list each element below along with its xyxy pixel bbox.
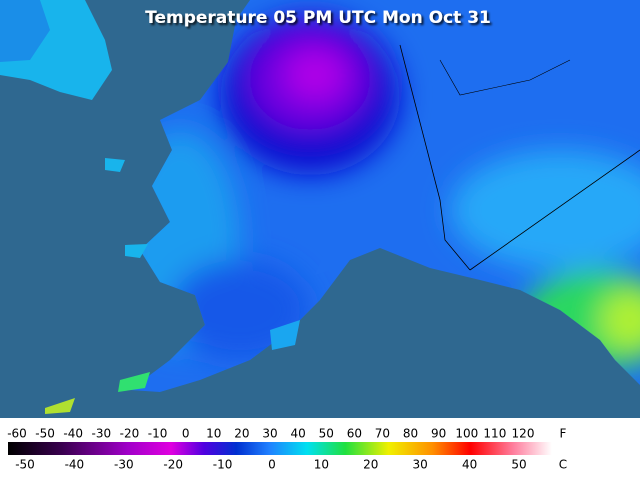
fahrenheit-label: 20 — [234, 427, 249, 441]
kodiak-area — [315, 240, 345, 275]
border — [439, 59, 571, 96]
aleutian-island — [45, 398, 75, 414]
fahrenheit-label: 120 — [512, 427, 535, 441]
fahrenheit-label: 90 — [431, 427, 446, 441]
celsius-label: 50 — [511, 458, 526, 472]
arctic-island — [555, 50, 600, 90]
color-scale — [8, 442, 552, 455]
island — [270, 320, 300, 350]
fahrenheit-label: -40 — [63, 427, 83, 441]
border — [399, 44, 471, 271]
fahrenheit-unit: F — [560, 427, 567, 441]
celsius-label: -50 — [15, 458, 35, 472]
celsius-label: 40 — [462, 458, 477, 472]
celsius-label: 0 — [268, 458, 276, 472]
fahrenheit-label: 110 — [483, 427, 506, 441]
fahrenheit-label: 60 — [347, 427, 362, 441]
fahrenheit-label: -50 — [35, 427, 55, 441]
celsius-label: 10 — [314, 458, 329, 472]
celsius-label: -10 — [213, 458, 233, 472]
fahrenheit-label: -30 — [92, 427, 112, 441]
celsius-label: -40 — [65, 458, 85, 472]
russia-land-cold — [0, 0, 50, 62]
fahrenheit-label: -20 — [120, 427, 140, 441]
island — [105, 158, 125, 172]
fahrenheit-label: 50 — [319, 427, 334, 441]
legend-labels: -60 -50 -40 -30 -20 -10 0 10 20 30 40 50 60 70 80 90 100… — [7, 427, 534, 472]
border — [469, 149, 640, 271]
fahrenheit-label: 100 — [455, 427, 478, 441]
fahrenheit-label: 0 — [182, 427, 190, 441]
fahrenheit-label: 70 — [375, 427, 390, 441]
aleutian-island — [118, 372, 150, 392]
island — [125, 244, 148, 258]
fahrenheit-label: -10 — [148, 427, 168, 441]
celsius-label: -20 — [163, 458, 183, 472]
fahrenheit-label: 30 — [262, 427, 277, 441]
celsius-unit: C — [559, 458, 567, 472]
celsius-label: -30 — [114, 458, 134, 472]
fahrenheit-label: 80 — [403, 427, 418, 441]
fahrenheit-label: 40 — [290, 427, 305, 441]
map-title: Temperature 05 PM UTC Mon Oct 31 — [145, 8, 491, 28]
fahrenheit-label: 10 — [206, 427, 221, 441]
celsius-label: 30 — [413, 458, 428, 472]
celsius-label: 20 — [363, 458, 378, 472]
fahrenheit-label: -60 — [7, 427, 27, 441]
